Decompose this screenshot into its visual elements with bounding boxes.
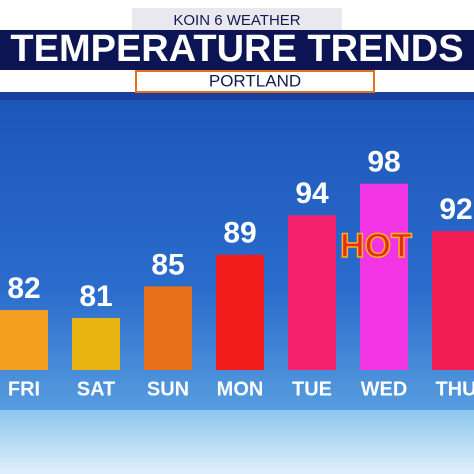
value-label: 98: [367, 146, 400, 179]
value-label: 81: [79, 280, 112, 313]
header-box: [132, 8, 342, 32]
bar: [360, 183, 408, 370]
subtitle-box: [135, 70, 375, 93]
annotation: HOT: [340, 227, 412, 265]
value-label: 92: [439, 193, 472, 226]
x-tick-label: TUE: [292, 378, 332, 400]
subtitle: PORTLAND: [209, 71, 301, 90]
value-label: 89: [223, 217, 256, 250]
bar: [432, 231, 474, 370]
title-band: [0, 30, 474, 70]
value-label: 82: [7, 272, 40, 305]
bar: [216, 254, 264, 370]
x-tick-label: FRI: [8, 378, 40, 400]
chart-title: TEMPERATURE TRENDS: [10, 28, 463, 70]
stripe: [0, 92, 474, 100]
bar: [0, 310, 48, 370]
x-tick-label: MON: [217, 378, 264, 400]
x-tick-label: SUN: [147, 378, 189, 400]
bar: [288, 215, 336, 370]
value-label: 85: [151, 248, 184, 281]
x-tick-label: WED: [361, 378, 408, 400]
x-tick-label: SAT: [77, 378, 116, 400]
bar: [144, 286, 192, 370]
value-label: 94: [295, 177, 329, 210]
x-tick-label: THU: [435, 378, 474, 400]
header: KOIN 6 WEATHER: [173, 12, 300, 29]
bar: [72, 318, 120, 370]
ground: [0, 410, 474, 474]
